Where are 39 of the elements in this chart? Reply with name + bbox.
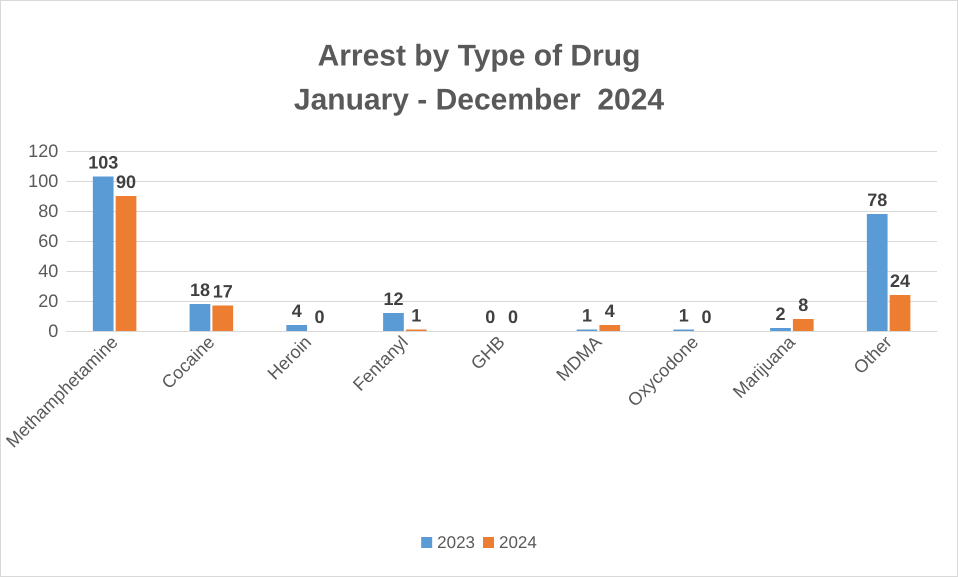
y-tick-label: 100 — [28, 171, 58, 191]
bar — [599, 325, 620, 331]
bar — [890, 295, 910, 331]
data-label: 103 — [88, 152, 118, 172]
data-label: 0 — [485, 307, 496, 327]
bar — [866, 214, 888, 331]
data-label: 4 — [604, 301, 615, 321]
data-label: 24 — [890, 271, 910, 291]
bar — [286, 325, 308, 331]
data-label: 90 — [116, 172, 136, 192]
data-label: 1 — [582, 306, 592, 326]
y-tick-label: 120 — [28, 141, 58, 161]
data-label: 0 — [314, 307, 325, 327]
y-tick-label: 80 — [38, 201, 58, 221]
y-tick-label: 20 — [38, 291, 58, 311]
bar — [116, 196, 136, 331]
data-label: 17 — [212, 282, 233, 302]
data-label: 0 — [508, 307, 518, 327]
bar — [792, 319, 814, 331]
bar — [383, 313, 404, 331]
bar — [770, 328, 791, 331]
data-label: 1 — [411, 306, 422, 326]
data-label: 2 — [775, 304, 786, 324]
legend-label: 2023 — [437, 533, 476, 552]
legend-label: 2024 — [499, 533, 537, 552]
data-label: 18 — [190, 280, 210, 300]
y-tick-label: 40 — [38, 261, 58, 281]
y-tick-label: 60 — [38, 231, 58, 251]
data-label: 0 — [702, 307, 712, 327]
bar — [212, 306, 234, 331]
data-label: 1 — [678, 306, 689, 326]
data-label: 78 — [867, 190, 888, 210]
bar — [92, 176, 114, 331]
chart-title: Arrest by Type of Drug January - December 2024 — [294, 40, 664, 116]
data-label: 12 — [383, 289, 404, 309]
data-label: 8 — [798, 295, 808, 315]
data-label: 4 — [292, 301, 302, 321]
y-tick-label: 0 — [48, 321, 58, 341]
bar — [190, 304, 210, 331]
